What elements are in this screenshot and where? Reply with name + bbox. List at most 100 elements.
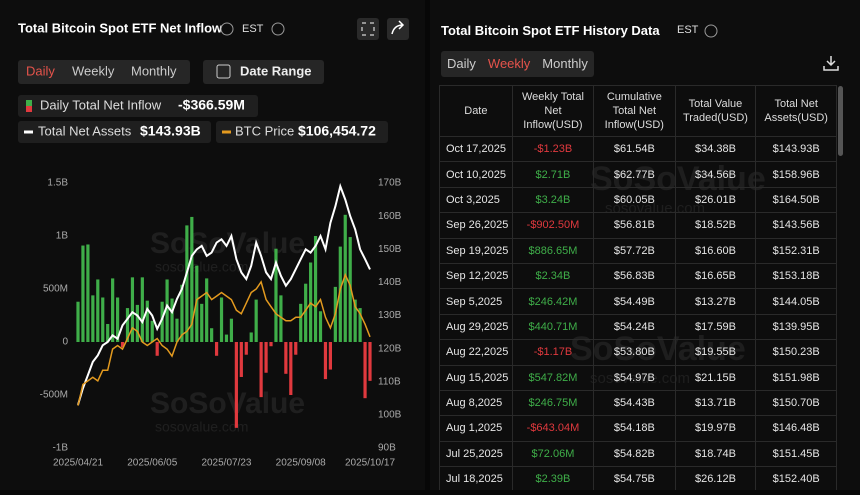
table-cell: $53.80B [593,339,676,366]
bar [120,342,125,348]
table-cell: $26.12B [674,466,757,490]
table-row: Sep 5,2025 $246.42M $54.49B $13.27B $144.05B [439,288,837,315]
bar [264,342,268,373]
fullscreen-button[interactable] [357,18,379,40]
y2-tick-label: 140B [378,277,402,288]
table-cell: Oct 17,2025 [439,135,513,163]
table-cell: Aug 29,2025 [439,313,513,341]
line [77,182,371,406]
watermark: SoSoValue [150,387,305,420]
table-cell: $18.52B [674,212,757,239]
tab[interactable]: Daily [447,56,476,71]
bar [140,277,144,342]
legend-label: Daily Total Net Inflow [40,97,162,112]
table-cell: $152.31B [755,237,837,264]
table-cell: Jul 18,2025 [439,466,513,490]
column-header: Total Net Assets(USD) [755,85,837,137]
y2-tick-label: 120B [378,343,402,354]
x-tick-label: 2025/09/08 [276,458,326,469]
bar [234,342,238,428]
line [77,272,371,406]
calendar-icon [216,64,231,79]
date-range-button[interactable] [203,60,324,84]
table-body: Oct 17,2025 -$1.23B $61.54B $34.38B $143.93B… [439,135,837,490]
info-icon[interactable] [704,24,718,38]
table-cell: $2.71B [511,161,595,188]
bar [249,332,253,342]
table-cell: $18.74B [674,440,757,468]
table-cell: $34.56B [674,161,757,188]
table-cell: $143.93B [755,135,837,163]
tab[interactable]: Weekly [487,56,531,71]
legend-swatch [26,106,32,112]
table-cell: $56.83B [593,262,676,290]
bar [299,303,303,342]
table-cell: Sep 19,2025 [439,237,513,264]
table-cell: $19.97B [674,415,757,442]
fullscreen-icon [361,22,375,36]
table-row: Aug 22,2025 -$1.17B $53.80B $19.55B $150.23B [439,339,837,366]
bar [368,342,372,381]
table-cell: Sep 26,2025 [439,212,513,239]
date-range-label: Date Range [240,63,312,78]
header-row: Date Weekly Total Net Inflow(USD) Cumulati… [439,85,837,137]
y2-tick-label: 150B [378,244,402,255]
download-button[interactable] [822,54,840,72]
table-row: Oct 10,2025 $2.71B $62.77B $34.56B $158.96B [439,161,837,188]
tab[interactable]: Daily [26,63,55,78]
bar [170,298,174,342]
table-row: Oct 3,2025 $3.24B $60.05B $26.01B $164.50B [439,186,837,214]
table-cell: $61.54B [593,135,676,163]
table-cell: $2.39B [511,466,595,490]
table-cell: $54.43B [593,389,676,417]
table-cell: $164.50B [755,186,837,214]
bar [284,342,288,374]
info-icon[interactable] [271,22,285,36]
bar [155,342,159,356]
table-row: Aug 1,2025 -$643.04M $54.18B $19.97B $146.48… [439,415,837,442]
table-cell: $13.71B [674,389,757,417]
bar [224,334,229,342]
table-cell: $16.65B [674,262,757,290]
y-tick-label: 1.5B [47,178,68,189]
history-panel: Total Bitcoin Spot ETF History Data EST … [430,0,860,490]
table-cell: $54.24B [593,313,676,341]
table-cell: $547.82M [511,364,595,391]
bar [130,277,135,342]
legend-item [18,95,258,117]
table-cell: $886.65M [511,237,595,264]
y-tick-label: 0 [62,337,68,348]
column-header: Total Value Traded(USD) [674,85,757,137]
legend-swatch [26,100,32,106]
bar [185,225,189,342]
table-cell: $152.40B [755,466,837,490]
panel-title: Total Bitcoin Spot ETF History Data [441,23,660,38]
bar [328,342,333,370]
bar [313,236,318,342]
tab[interactable]: Weekly [72,63,115,78]
tab[interactable]: Monthly [542,56,588,71]
table-cell: $139.95B [755,313,837,341]
info-icon[interactable] [220,22,234,36]
bar [254,299,258,342]
table-row: Sep 26,2025 -$902.50M $56.81B $18.52B $143.5… [439,212,837,239]
y2-tick-label: 100B [378,410,402,421]
inflow-panel: Total Bitcoin Spot ETF Net Inflow EST Da… [0,0,425,490]
scrollbar[interactable] [838,86,843,156]
bar [106,323,110,342]
bar [274,248,278,342]
table-row: Sep 19,2025 $886.65M $57.72B $16.60B $152.31… [439,237,837,264]
legend-item [18,121,211,143]
bar [289,342,293,395]
y2-tick-label: 110B [378,376,401,387]
table-cell: $143.56B [755,212,837,239]
y2-tick-label: 130B [378,310,402,321]
table-cell: $60.05B [593,186,676,214]
table-cell: Aug 22,2025 [439,339,513,366]
legend-value: $106,454.72 [298,123,376,139]
share-button[interactable] [387,18,409,40]
bar [165,279,169,342]
tab[interactable]: Monthly [131,63,177,78]
bar [115,297,120,342]
table-cell: $146.48B [755,415,837,442]
